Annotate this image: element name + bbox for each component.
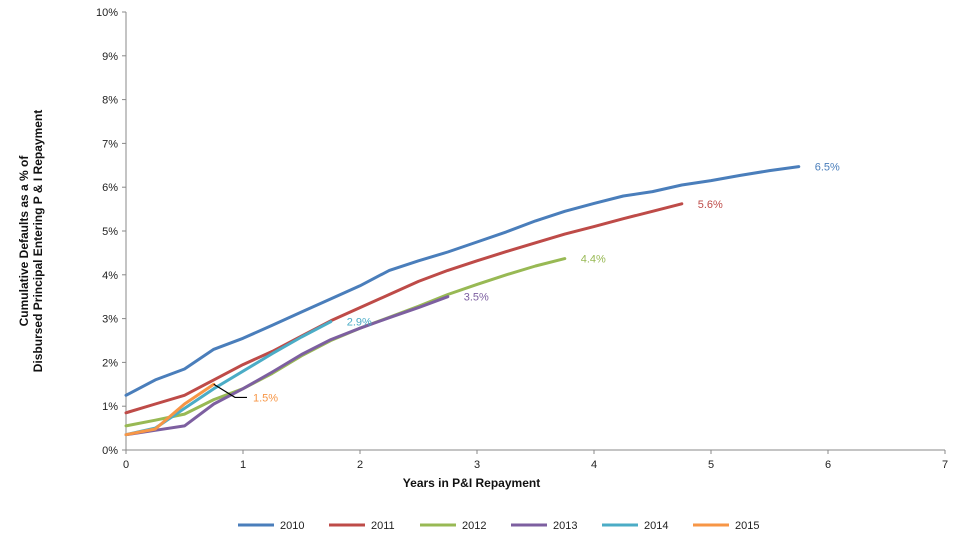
y-tick-label: 2% [102, 357, 118, 369]
x-tick-label: 5 [708, 459, 714, 471]
end-label-2011: 5.6% [698, 199, 723, 211]
y-tick-label: 6% [102, 182, 118, 194]
x-tick-label: 7 [942, 459, 948, 471]
legend-label-2015: 2015 [735, 520, 759, 532]
series-lines [124, 165, 801, 437]
end-label-2014: 2.9% [347, 317, 372, 329]
legend: 2010 2011 2012 2013 2014 2015 [238, 520, 759, 532]
x-tick-label: 0 [123, 459, 129, 471]
y-axis-title-line-2: Disbursed Principal Entering P & I Repay… [31, 110, 45, 373]
y-tick-label: 5% [102, 226, 118, 238]
x-tick-label: 2 [357, 459, 363, 471]
y-tick-label: 3% [102, 314, 118, 326]
y-tick-label: 7% [102, 138, 118, 150]
callout-2015 [213, 383, 247, 399]
x-tick-label: 1 [240, 459, 246, 471]
x-tick-label: 4 [591, 459, 597, 471]
end-label-2012: 4.4% [581, 254, 606, 266]
x-tick-label: 3 [474, 459, 480, 471]
x-axis-title: Years in P&I Repayment [403, 476, 540, 490]
y-tick-label: 4% [102, 270, 118, 282]
end-label-2013: 3.5% [464, 292, 489, 304]
x-tick-label: 6 [825, 459, 831, 471]
legend-label-2011: 2011 [371, 520, 395, 532]
y-axis-title-line-1: Cumulative Defaults as a % of [17, 155, 31, 327]
legend-label-2014: 2014 [644, 520, 668, 532]
end-label-2015: 1.5% [253, 392, 278, 404]
y-tick-label: 9% [102, 51, 118, 63]
legend-label-2012: 2012 [462, 520, 486, 532]
y-tick-label: 1% [102, 401, 118, 413]
y-axis-title: Cumulative Defaults as a % of Disbursed … [17, 110, 45, 373]
series-line-2013 [124, 295, 450, 437]
y-tick-label: 0% [102, 445, 118, 457]
series-line-2011 [124, 202, 684, 415]
series-line-2015 [124, 382, 216, 437]
end-labels: 6.5% 5.6% 4.4% 3.5% 2.9% 1.5% [253, 162, 840, 405]
y-ticks: 0% 1% 2% 3% 4% 5% 6% 7% 8% 9% 10% [96, 7, 126, 457]
y-tick-label: 10% [96, 7, 118, 19]
series-line-2010 [124, 165, 801, 397]
callout-leader-line [213, 383, 247, 399]
end-label-2010: 6.5% [815, 162, 840, 174]
legend-label-2013: 2013 [553, 520, 577, 532]
legend-label-2010: 2010 [280, 520, 304, 532]
x-ticks: 0 1 2 3 4 5 6 7 [123, 450, 948, 471]
y-tick-label: 8% [102, 95, 118, 107]
